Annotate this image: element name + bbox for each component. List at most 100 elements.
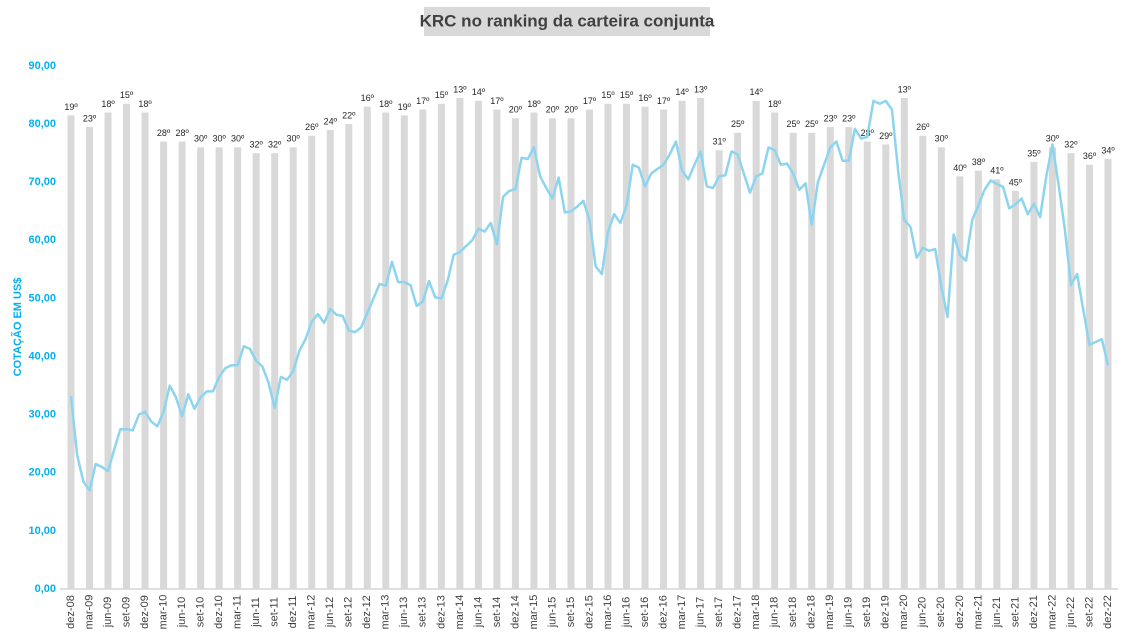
bar-label: 13º [898, 84, 912, 94]
y-tick-label: 10,00 [28, 525, 56, 537]
bar [141, 112, 149, 589]
x-tick-label: mar-20 [898, 595, 910, 630]
bar [271, 153, 279, 589]
bar [511, 118, 519, 590]
bar [493, 109, 501, 589]
y-tick-label: 60,00 [28, 234, 56, 246]
bar-label: 17º [416, 96, 430, 106]
x-tick-label: set-16 [639, 597, 651, 628]
bar-label: 23º [842, 113, 856, 123]
x-tick-label: jun-18 [769, 597, 781, 629]
x-tick-label: jun-17 [695, 597, 707, 629]
y-tick-label: 50,00 [28, 292, 56, 304]
x-tick-label: dez-12 [361, 595, 373, 629]
bar [530, 112, 538, 589]
bar-label: 25º [787, 119, 801, 129]
bar-label: 23º [824, 113, 838, 123]
bar-label: 45º [1009, 177, 1023, 187]
bar [604, 103, 612, 590]
bar [956, 176, 964, 589]
bar-label: 20º [546, 105, 560, 115]
x-tick-label: jun-10 [176, 597, 188, 629]
bar [697, 97, 705, 589]
bar-label: 19º [398, 102, 412, 112]
x-tick-label: dez-21 [1028, 595, 1040, 629]
bar-label: 30º [194, 134, 208, 144]
bar-label: 32º [1064, 140, 1078, 150]
bar-label: 24º [324, 116, 338, 126]
bar-label: 28º [175, 128, 189, 138]
x-tick-label: jun-15 [546, 597, 558, 629]
bar [826, 127, 834, 590]
bar [771, 112, 779, 589]
bar [197, 147, 205, 589]
x-tick-label: mar-17 [676, 595, 688, 630]
bar-label: 15º [435, 90, 449, 100]
bar [419, 109, 427, 589]
bar-label: 20º [509, 105, 523, 115]
x-tick-label: set-10 [195, 597, 207, 628]
bar [215, 147, 223, 589]
bar [382, 112, 390, 589]
bar-label: 25º [731, 119, 745, 129]
bar-label: 26º [305, 122, 319, 132]
x-tick-label: mar-19 [824, 595, 836, 630]
bar-label: 17º [490, 96, 504, 106]
bar [641, 106, 649, 589]
x-tick-label: dez-18 [806, 595, 818, 629]
x-tick-label: jun-12 [324, 597, 336, 629]
bar [623, 103, 631, 590]
x-tick-label: jun-14 [472, 597, 484, 629]
x-tick-label: mar-18 [750, 595, 762, 630]
bar-label: 32º [268, 140, 282, 150]
bar-label: 15º [120, 90, 134, 100]
y-tick-label: 80,00 [28, 118, 56, 130]
chart-title: KRC no ranking da carteira conjunta [420, 11, 715, 30]
x-tick-label: set-17 [713, 597, 725, 628]
x-tick-label: dez-20 [954, 595, 966, 629]
y-axis-label: COTAÇÃO EM US$ [11, 278, 24, 377]
bar [1048, 147, 1056, 589]
bar [160, 141, 168, 590]
y-tick-label: 70,00 [28, 176, 56, 188]
bar-label: 18º [768, 99, 782, 109]
x-tick-label: mar-21 [972, 595, 984, 630]
bar-label: 30º [1046, 134, 1060, 144]
y-tick-label: 0,00 [35, 583, 56, 595]
bar [882, 144, 890, 589]
bar-label: 18º [138, 99, 152, 109]
bar-label: 30º [935, 134, 949, 144]
bar [1011, 190, 1019, 589]
bar-label: 30º [287, 134, 301, 144]
x-tick-label: jun-11 [250, 597, 262, 628]
bar-label: 13º [453, 84, 467, 94]
bar [1067, 153, 1075, 589]
bar-label: 16º [638, 93, 652, 103]
bar-label: 25º [805, 119, 819, 129]
bar [363, 106, 371, 589]
x-tick-label: jun-21 [991, 597, 1003, 629]
x-tick-label: dez-13 [435, 595, 447, 629]
bar-label: 26º [916, 122, 930, 132]
bar [234, 147, 242, 589]
x-tick-label: dez-08 [65, 595, 77, 629]
x-tick-label: jun-16 [620, 597, 632, 629]
x-tick-label: set-15 [565, 597, 577, 628]
bar-label: 14º [675, 87, 689, 97]
x-tick-label: set-12 [343, 597, 355, 628]
x-tick-label: dez-09 [139, 595, 151, 629]
bar [752, 100, 760, 589]
price-line [69, 99, 1110, 492]
x-tick-label: set-18 [787, 597, 799, 628]
bar [808, 132, 816, 590]
bar-label: 15º [601, 90, 615, 100]
bar-label: 15º [620, 90, 634, 100]
bar [567, 118, 575, 590]
y-tick-label: 90,00 [28, 60, 56, 72]
x-tick-label: mar-09 [83, 595, 95, 630]
bar [937, 147, 945, 589]
bar-label: 30º [231, 134, 245, 144]
x-tick-label: set-14 [491, 597, 503, 628]
bar-label: 29º [879, 131, 893, 141]
